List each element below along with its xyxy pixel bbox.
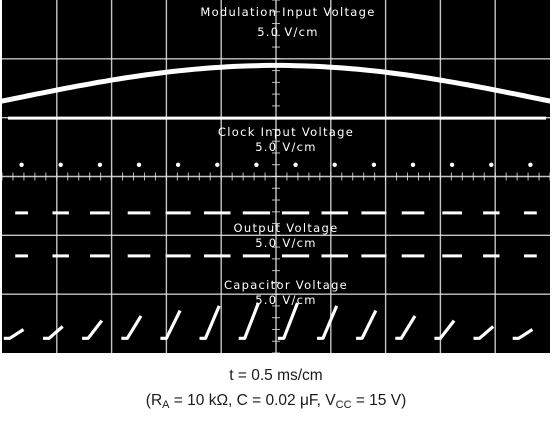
output-pulse-high xyxy=(204,211,231,215)
output-pulse-high xyxy=(321,211,348,215)
clock-pulse-dot xyxy=(97,162,103,167)
capacitor-ramp xyxy=(317,305,339,340)
output-pulse-low xyxy=(524,254,537,258)
output-pulse-low xyxy=(204,254,231,258)
clock-pulse-dot xyxy=(254,162,259,167)
output-pulse-low xyxy=(165,254,191,258)
capacitor-trace-scale: 5.0 V/cm xyxy=(255,293,317,307)
resistor-symbol: R xyxy=(150,392,163,409)
output-pulse-low xyxy=(127,254,151,258)
output-pulse-low xyxy=(442,254,462,258)
clock-pulse-dot xyxy=(449,162,455,167)
output-pulse-high xyxy=(442,211,462,215)
capacitor-trace-name: Capacitor Voltage xyxy=(224,278,348,292)
clock-pulse-dot xyxy=(58,162,63,167)
output-pulse-high xyxy=(483,211,500,215)
output-pulse-high xyxy=(127,211,151,215)
clock-pulse-dot xyxy=(215,162,220,167)
capacitor-ramp xyxy=(356,309,378,340)
conditions-open-paren: ( xyxy=(145,392,151,409)
output-trace-name: Output Voltage xyxy=(234,221,339,235)
clock-pulse-dot xyxy=(332,162,337,167)
output-pulse-high xyxy=(90,211,110,215)
capacitor-ramp xyxy=(473,325,495,340)
output-trace-scale: 5.0 V/cm xyxy=(255,236,317,250)
output-pulse-high xyxy=(165,211,191,215)
capacitor-ramp xyxy=(43,325,64,340)
modulation-trace-name: Modulation Input Voltage xyxy=(200,5,375,19)
capacitor-ramp xyxy=(199,305,221,340)
output-pulse-low xyxy=(321,254,348,258)
capacitor-ramp xyxy=(434,319,456,340)
component-values: = 10 kΩ, C = 0.02 μF, V xyxy=(169,392,336,409)
capacitor-ramp xyxy=(3,328,25,340)
clock-pulse-dot xyxy=(371,162,377,167)
output-pulse-low xyxy=(361,254,387,258)
output-pulse-high xyxy=(401,211,425,215)
oscilloscope-screen: Modulation Input Voltage 5.0 V/cm Clock … xyxy=(2,0,550,353)
output-pulse-low xyxy=(52,254,69,258)
clock-pulse-dot xyxy=(528,162,533,167)
capacitor-ramp xyxy=(395,315,417,340)
capacitor-ramp xyxy=(238,302,260,340)
clock-trace-name: Clock Input Voltage xyxy=(218,125,354,139)
clock-pulse-dot xyxy=(293,162,298,167)
capacitor-ramp xyxy=(277,302,299,340)
resistor-subscript: A xyxy=(162,399,170,411)
time-base-caption: t = 0.5 ms/cm xyxy=(229,367,323,384)
output-pulse-low xyxy=(15,254,28,258)
clock-pulse-dot xyxy=(489,162,494,167)
output-pulse-low xyxy=(281,254,310,258)
capacitor-ramp xyxy=(82,319,104,340)
signal-traces xyxy=(2,62,550,340)
output-pulse-low xyxy=(242,254,271,258)
clock-trace-scale: 5.0 V/cm xyxy=(255,140,317,154)
output-pulse-high xyxy=(281,211,310,215)
output-pulse-low xyxy=(483,254,500,258)
clock-pulse-dot xyxy=(19,162,24,167)
output-pulse-high xyxy=(242,211,271,215)
clock-pulse-dot xyxy=(175,162,181,167)
supply-voltage: = 15 V) xyxy=(351,392,407,409)
output-pulse-high xyxy=(15,211,28,215)
capacitor-ramp xyxy=(512,328,534,340)
supply-subscript: CC xyxy=(335,399,352,411)
clock-pulse-dot xyxy=(410,162,416,167)
clock-pulse-dot xyxy=(136,162,142,167)
output-pulse-low xyxy=(90,254,110,258)
capacitor-ramp xyxy=(121,315,143,340)
modulation-trace-scale: 5.0 V/cm xyxy=(257,25,319,39)
output-pulse-high xyxy=(52,211,69,215)
output-pulse-high xyxy=(524,211,537,215)
output-pulse-high xyxy=(361,211,387,215)
modulation-input-trace xyxy=(2,62,550,104)
capacitor-ramp xyxy=(160,309,182,340)
test-conditions-caption: (RA = 10 kΩ, C = 0.02 μF, VCC = 15 V) xyxy=(0,392,552,411)
output-pulse-low xyxy=(401,254,425,258)
